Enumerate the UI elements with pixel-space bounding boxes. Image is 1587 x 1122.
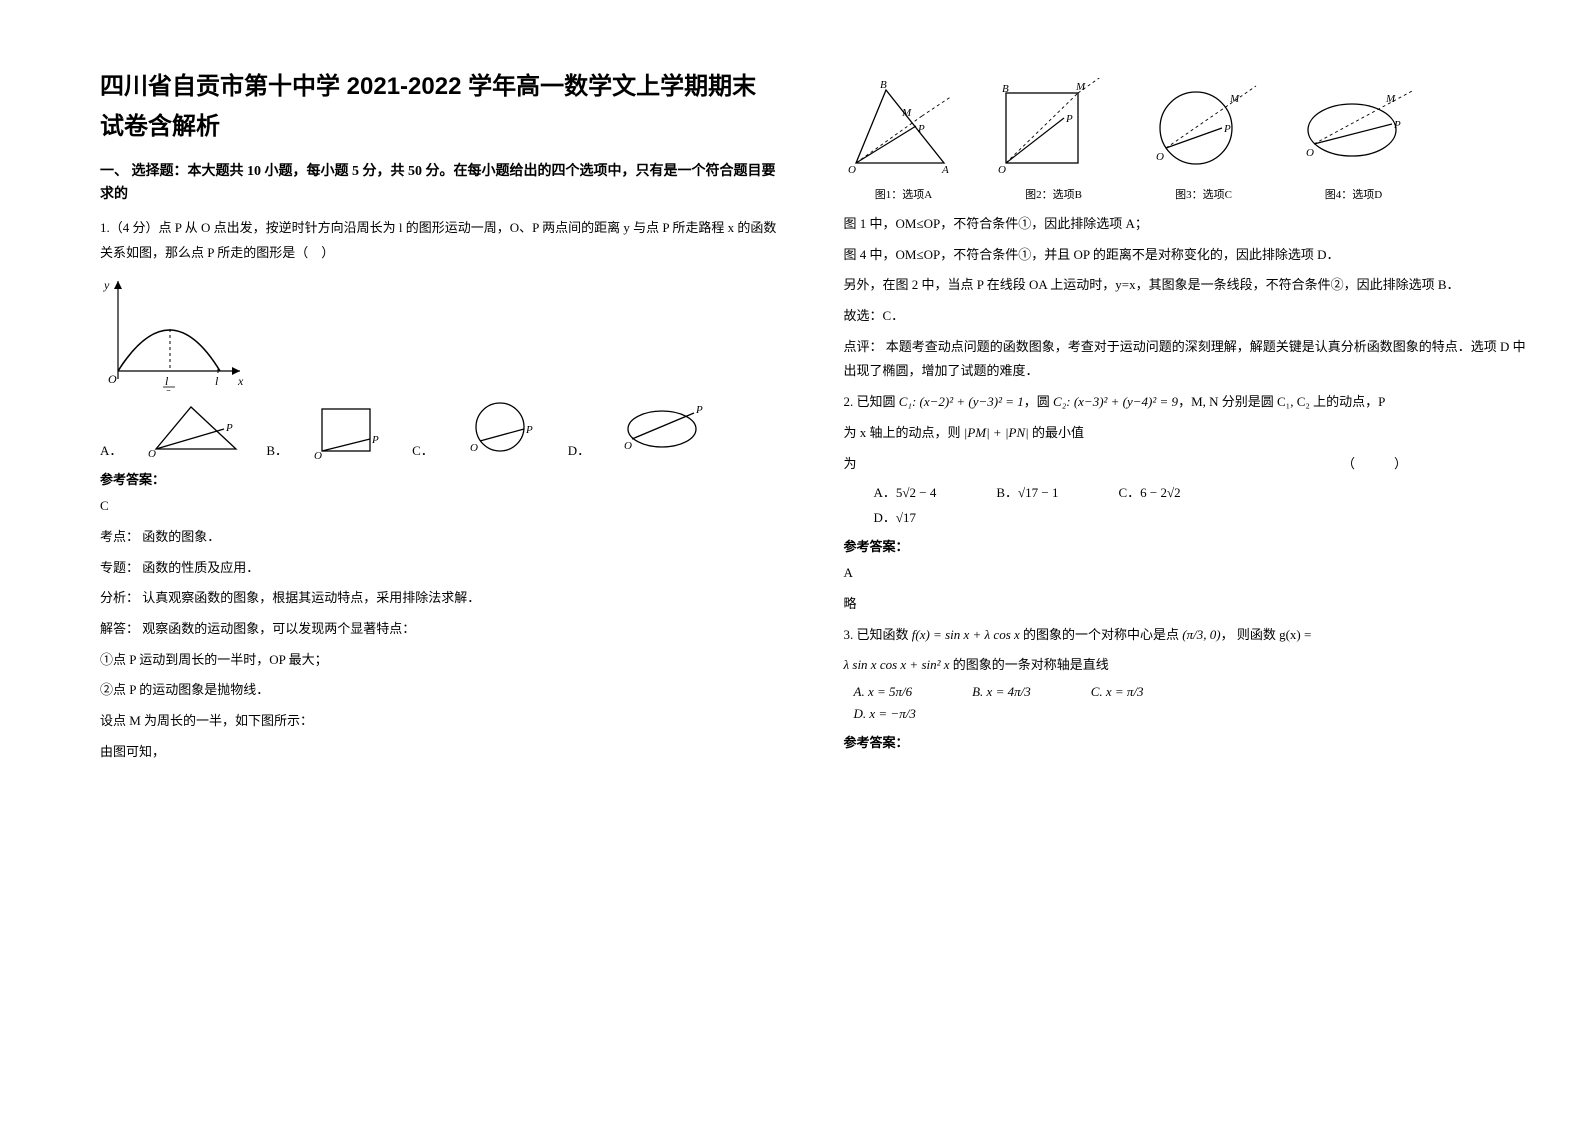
q2-line1: 2. 已知圆 C₁: (x−2)² + (y−3)² = 1，圆 C₂: (x−… (844, 390, 1528, 415)
r-line4: 故选：C． (844, 304, 1528, 329)
answer-label-2: 参考答案： (844, 536, 1528, 555)
svg-text:B: B (880, 79, 887, 91)
svg-text:l: l (215, 374, 219, 388)
q2-opt-b: B．√17 − 1 (996, 482, 1058, 501)
q1-opt-a-fig: O P (146, 399, 246, 459)
svg-text:x: x (237, 374, 244, 388)
svg-text:M: M (1229, 93, 1240, 105)
svg-text:l: l (165, 374, 169, 388)
q1-opt-b-fig: O P (312, 399, 392, 459)
sol-fig-d: O M P (1294, 78, 1424, 178)
sol-fig-a: O A B M P (844, 78, 964, 178)
svg-text:P: P (917, 123, 925, 135)
q2-answer-note: 略 (844, 592, 1528, 617)
svg-text:B: B (1002, 83, 1009, 95)
q1-opt-d-fig: O P (614, 399, 714, 459)
q3-options-row2: D. x = −π/3 (854, 706, 1528, 722)
q3-opt-d: D. x = −π/3 (854, 706, 916, 722)
q2-line2: 为 x 轴上的动点，则 |PM| + |PN| 的最小值 (844, 421, 1528, 446)
svg-text:O: O (314, 450, 322, 459)
cap-c: 图3：选项C (1144, 186, 1264, 202)
q3-line1: 3. 已知函数 f(x) = sin x + λ cos x 的图象的一个对称中… (844, 623, 1528, 648)
r-comment: 点评： 本题考查动点问题的函数图象，考查对于运动问题的深刻理解，解题关键是认真分… (844, 335, 1528, 384)
q1-opt-c-fig: O P (458, 399, 548, 459)
r-line1: 图 1 中，OM≤OP，不符合条件①，因此排除选项 A； (844, 212, 1528, 237)
q1-analysis: 分析： 认真观察函数的图象，根据其运动特点，采用排除法求解． (100, 586, 784, 611)
svg-text:P: P (1393, 119, 1401, 131)
q1-opt-c-label: C． (412, 440, 434, 459)
svg-text:O: O (624, 440, 632, 452)
q1-opt-a-label: A． (100, 440, 122, 459)
svg-text:P: P (695, 404, 703, 416)
q2-answer: A (844, 561, 1528, 586)
q2-opt-d: D．√17 (874, 507, 917, 526)
svg-text:P: P (1065, 113, 1073, 125)
svg-text:O: O (848, 164, 856, 176)
answer-label-3: 参考答案： (844, 732, 1528, 751)
r-line2: 图 4 中，OM≤OP，不符合条件①，并且 OP 的距离不是对称变化的，因此排除… (844, 243, 1528, 268)
svg-text:O: O (470, 442, 478, 454)
answer-label-1: 参考答案： (100, 469, 784, 488)
svg-text:O: O (1306, 147, 1314, 159)
q1-pt4: 由图可知， (100, 740, 784, 765)
cap-a: 图1：选项A (844, 186, 964, 202)
q2-options-row1: A．5√2 − 4 B．√17 − 1 C．6 − 2√2 (874, 482, 1528, 501)
q1-options-row: A． O P B． O P C． O P D． (100, 399, 784, 459)
q2-opt-c: C．6 − 2√2 (1119, 482, 1181, 501)
q1-pt1: ①点 P 运动到周长的一半时，OP 最大； (100, 648, 784, 673)
q3-line2: λ sin x cos x + sin² x 的图象的一条对称轴是直线 (844, 653, 1528, 678)
svg-text:M: M (1075, 81, 1086, 93)
cap-d: 图4：选项D (1294, 186, 1414, 202)
q1-topic: 专题： 函数的性质及应用． (100, 556, 784, 581)
solution-captions: 图1：选项A 图2：选项B 图3：选项C 图4：选项D (844, 186, 1528, 202)
q1-text: 1.（4 分）点 P 从 O 点出发，按逆时针方向沿周长为 l 的图形运动一周，… (100, 216, 784, 265)
q1-solve: 解答： 观察函数的运动图象，可以发现两个显著特点： (100, 617, 784, 642)
svg-text:O: O (998, 164, 1006, 176)
section-1-heading: 一、 选择题：本大题共 10 小题，每小题 5 分，共 50 分。在每小题给出的… (100, 161, 784, 206)
q2-options-row2: D．√17 (874, 507, 1528, 526)
svg-text:P: P (371, 434, 379, 446)
q2-opt-a: A．5√2 − 4 (874, 482, 937, 501)
svg-text:P: P (225, 422, 233, 434)
q1-graph: y O x l 2 l (100, 271, 250, 391)
q1-pt3: 设点 M 为周长的一半，如下图所示： (100, 709, 784, 734)
svg-text:A: A (941, 164, 949, 176)
q1-opt-d-label: D． (568, 440, 590, 459)
svg-text:P: P (1223, 123, 1231, 135)
doc-title-line1: 四川省自贡市第十中学 2021-2022 学年高一数学文上学期期末 (100, 70, 784, 104)
q2-wei-row: 为（ ） (844, 452, 1528, 477)
svg-text:O: O (108, 372, 117, 386)
solution-figures-row: O A B M P O B M P O (844, 78, 1528, 178)
q3-opt-c: C. x = π/3 (1091, 684, 1144, 700)
doc-title-line2: 试卷含解析 (100, 110, 784, 144)
svg-text:O: O (148, 448, 156, 459)
q3-opt-a: A. x = 5π/6 (854, 684, 913, 700)
svg-text:y: y (103, 278, 110, 292)
q1-opt-b-label: B． (266, 440, 288, 459)
sol-fig-c: O M P (1144, 78, 1264, 178)
svg-text:P: P (525, 424, 533, 436)
q1-kp: 考点： 函数的图象． (100, 525, 784, 550)
sol-fig-b: O B M P (994, 78, 1114, 178)
svg-text:O: O (1156, 151, 1164, 163)
q3-options-row1: A. x = 5π/6 B. x = 4π/3 C. x = π/3 (854, 684, 1528, 700)
q1-answer: C (100, 494, 784, 519)
cap-b: 图2：选项B (994, 186, 1114, 202)
svg-text:M: M (901, 107, 912, 119)
r-line3: 另外，在图 2 中，当点 P 在线段 OA 上运动时，y=x，其图象是一条线段，… (844, 273, 1528, 298)
svg-text:M: M (1385, 93, 1396, 105)
svg-text:2: 2 (166, 388, 172, 391)
q1-pt2: ②点 P 的运动图象是抛物线． (100, 678, 784, 703)
q3-opt-b: B. x = 4π/3 (972, 684, 1031, 700)
